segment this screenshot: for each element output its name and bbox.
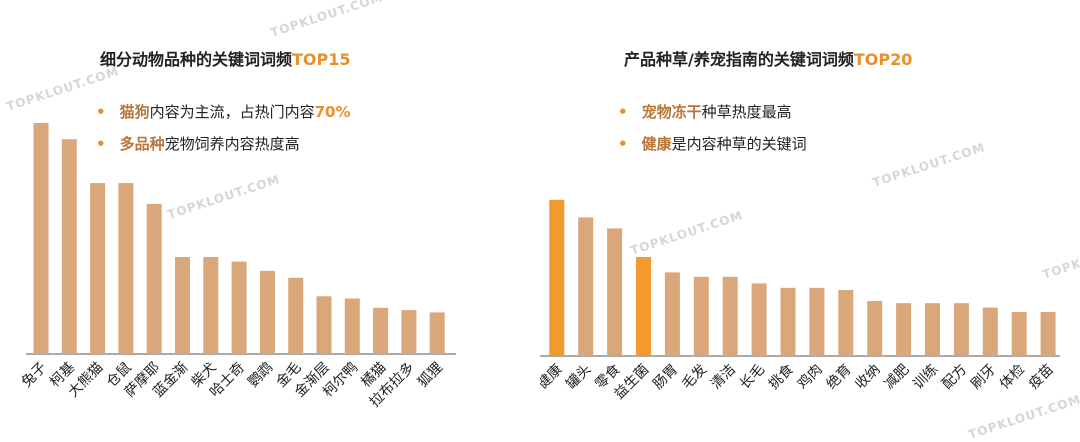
x-tick-label: 罐头 — [563, 362, 594, 393]
x-tick-label: 体检 — [997, 362, 1028, 393]
bar-体检 — [1011, 312, 1027, 356]
bar-仓鼠 — [118, 183, 134, 354]
bullet-dot: • — [96, 103, 106, 121]
bar-金毛 — [288, 277, 304, 354]
bar-哈士奇 — [231, 261, 247, 354]
left-panel: 兔子 柯基 大熊猫 仓鼠 萨摩耶 蓝金渐 柴犬 哈士奇 鹦鹉 金毛 金渐层 柯尔鸭 橘猫 拉布拉多 狐狸 细… — [0, 0, 540, 440]
right-bullet-2: • 健康是内容种草的关键词 — [618, 135, 807, 153]
bar-鸡肉 — [809, 287, 825, 356]
x-tick-label: 配方 — [939, 362, 970, 393]
x-tick-label: 疫苗 — [1026, 362, 1057, 393]
x-tick-label: 狐狸 — [415, 360, 446, 391]
bar-萨摩耶 — [146, 203, 162, 354]
right-chart-title: 产品种草/养宠指南的关键词词频TOP20 — [624, 50, 913, 69]
x-tick-label: 健康 — [540, 361, 566, 393]
bar-长毛 — [751, 283, 767, 356]
bar-零食 — [607, 228, 623, 356]
x-tick-label: 减肥 — [881, 362, 912, 393]
x-tick-label: 清洁 — [708, 362, 739, 393]
left-chart-title: 细分动物品种的关键词词频TOP15 — [100, 50, 351, 69]
x-tick-label: 毛发 — [679, 362, 710, 393]
bar-刷牙 — [982, 307, 998, 356]
left-bullet-2: • 多品种宠物饲养内容热度高 — [96, 135, 300, 153]
bar-柴犬 — [203, 256, 219, 354]
right-panel: 冻干驱虫健康罐头零食益生菌肠胃毛发清洁长毛挑食鸡肉绝育收纳减肥训练配方刷牙体检疫… — [540, 0, 1080, 440]
x-tick-label: 兔子 — [19, 360, 50, 391]
right-bar-chart: 冻干驱虫健康罐头零食益生菌肠胃毛发清洁长毛挑食鸡肉绝育收纳减肥训练配方刷牙体检疫… — [540, 199, 1060, 403]
bullet-dot: • — [618, 103, 628, 121]
bar-肠胃 — [664, 272, 680, 356]
bar-兔子 — [33, 123, 49, 354]
bar-绝育 — [838, 290, 854, 356]
bar-柯尔鸭 — [344, 298, 360, 354]
bar-柯基 — [61, 139, 77, 354]
x-tick-label: 训练 — [910, 362, 941, 393]
bar-减肥 — [896, 303, 912, 356]
x-tick-label: 挑食 — [765, 361, 797, 393]
bar-益生菌 — [636, 257, 651, 356]
x-tick-label: 刷牙 — [968, 362, 999, 393]
bar-罐头 — [578, 217, 594, 356]
bar-收纳 — [867, 301, 883, 356]
bar-毛发 — [693, 276, 709, 356]
bar-健康 — [549, 199, 565, 356]
x-tick-label: 鸡肉 — [794, 361, 826, 393]
bar-狐狸 — [429, 312, 445, 354]
bullet-dot: • — [96, 135, 106, 153]
x-tick-label: 肠胃 — [650, 362, 681, 393]
x-tick-label: 长毛 — [737, 362, 768, 393]
bar-鹦鹉 — [259, 270, 275, 354]
bar-大熊猫 — [90, 183, 106, 354]
bar-清洁 — [722, 276, 738, 356]
x-tick-label: 绝育 — [824, 362, 855, 393]
bar-蓝金渐 — [175, 256, 190, 354]
bar-配方 — [953, 303, 969, 356]
bullet-dot: • — [618, 135, 628, 153]
bar-挑食 — [780, 287, 796, 356]
left-bullet-1: • 猫狗内容为主流，占热门内容70% — [96, 103, 351, 121]
bar-训练 — [925, 303, 940, 356]
bar-拉布拉多 — [401, 310, 417, 354]
bar-金渐层 — [316, 296, 332, 354]
bar-橘猫 — [373, 307, 389, 354]
x-tick-label: 收纳 — [852, 362, 883, 393]
x-tick-label: 鹦鹉 — [245, 360, 276, 391]
right-bullet-1: • 宠物冻干种草热度最高 — [618, 103, 792, 121]
bar-疫苗 — [1040, 312, 1056, 356]
